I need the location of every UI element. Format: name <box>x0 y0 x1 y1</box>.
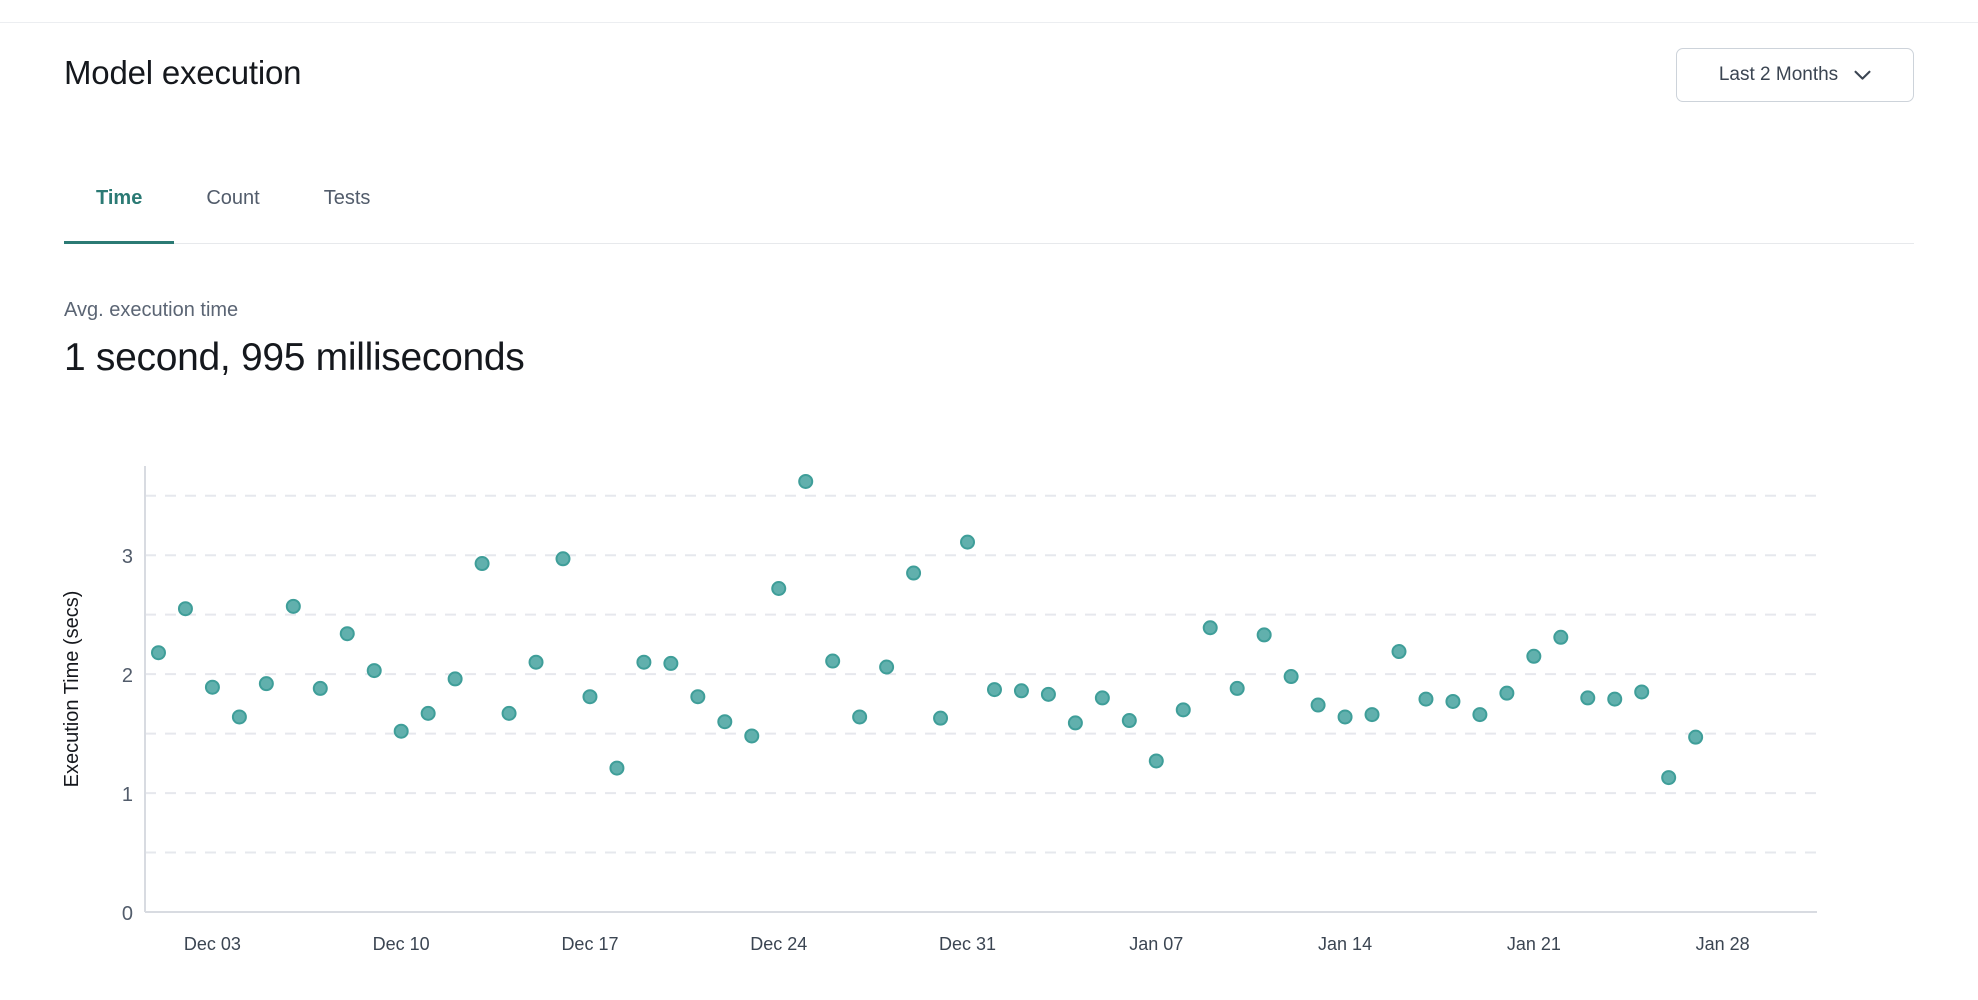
data-point <box>663 655 679 671</box>
data-point <box>1040 686 1056 702</box>
data-point <box>285 598 301 614</box>
date-range-select[interactable]: Last 2 Months <box>1676 48 1914 102</box>
data-point <box>528 654 544 670</box>
data-point <box>447 671 463 687</box>
data-point <box>609 760 625 776</box>
metric-value: 1 second, 995 milliseconds <box>64 336 525 379</box>
data-point <box>1256 627 1272 643</box>
metric-label: Avg. execution time <box>64 299 239 321</box>
data-point <box>1634 684 1650 700</box>
data-point <box>204 679 220 695</box>
data-point <box>771 581 787 597</box>
data-point <box>1364 707 1380 723</box>
data-point <box>1526 648 1542 664</box>
data-point <box>555 551 571 567</box>
data-point <box>717 714 733 730</box>
tab-count[interactable]: Count <box>174 186 291 243</box>
data-point <box>1445 693 1461 709</box>
data-point <box>150 645 166 661</box>
x-tick-label: Dec 24 <box>750 934 807 954</box>
y-tick-label: 2 <box>122 665 133 687</box>
y-tick-label: 0 <box>122 903 133 925</box>
data-point <box>986 682 1002 698</box>
data-point <box>258 676 274 692</box>
data-point <box>1229 680 1245 696</box>
data-point <box>852 709 868 725</box>
data-point <box>879 659 895 675</box>
data-point <box>177 601 193 617</box>
data-point <box>1310 697 1326 713</box>
tab-count-label: Count <box>206 187 260 209</box>
x-tick-label: Dec 10 <box>373 934 430 954</box>
data-point <box>1013 683 1029 699</box>
tab-bar: Time Count Tests <box>64 186 1914 244</box>
y-axis-title: Execution Time (secs) <box>61 591 83 788</box>
data-point <box>744 728 760 744</box>
data-point <box>825 653 841 669</box>
data-point <box>501 705 517 721</box>
data-point <box>798 473 814 489</box>
y-tick-label: 1 <box>122 784 133 806</box>
data-point <box>1175 702 1191 718</box>
date-range-label: Last 2 Months <box>1718 64 1839 85</box>
data-point <box>393 723 409 739</box>
data-point <box>933 710 949 726</box>
data-point <box>1607 691 1623 707</box>
data-point <box>1391 644 1407 660</box>
tab-tests[interactable]: Tests <box>292 186 403 243</box>
page-title: Model execution <box>64 54 302 91</box>
data-point <box>420 705 436 721</box>
x-tick-label: Jan 07 <box>1129 934 1183 954</box>
tab-tests-label: Tests <box>323 187 371 209</box>
data-point <box>231 709 247 725</box>
x-tick-label: Jan 21 <box>1507 934 1561 954</box>
data-point <box>1337 709 1353 725</box>
data-point <box>1499 685 1515 701</box>
data-point <box>312 680 328 696</box>
tab-time-label: Time <box>96 187 143 209</box>
data-point <box>582 689 598 705</box>
data-point <box>1553 629 1569 645</box>
chevron-down-icon <box>1854 70 1871 80</box>
data-point <box>960 534 976 550</box>
data-point <box>1472 707 1488 723</box>
x-tick-label: Jan 28 <box>1696 934 1750 954</box>
x-tick-label: Jan 14 <box>1318 934 1372 954</box>
top-divider <box>0 22 1978 23</box>
data-point <box>1283 669 1299 685</box>
data-point <box>636 654 652 670</box>
data-point <box>1067 715 1083 731</box>
x-tick-label: Dec 31 <box>939 934 996 954</box>
y-tick-label: 3 <box>122 546 133 568</box>
data-point <box>690 689 706 705</box>
data-point <box>366 663 382 679</box>
data-point <box>1094 690 1110 706</box>
data-point <box>474 556 490 572</box>
tab-time[interactable]: Time <box>64 186 175 244</box>
data-point <box>1580 690 1596 706</box>
data-point <box>1661 770 1677 786</box>
data-point <box>906 565 922 581</box>
data-point <box>1121 713 1137 729</box>
x-tick-label: Dec 17 <box>561 934 618 954</box>
data-point <box>1148 753 1164 769</box>
page-header: Model execution Last 2 Months <box>64 48 1914 118</box>
data-point <box>1688 729 1704 745</box>
x-tick-label: Dec 03 <box>184 934 241 954</box>
data-point <box>1202 620 1218 636</box>
metric-block: Avg. execution time 1 second, 995 millis… <box>64 299 525 379</box>
data-point <box>1418 691 1434 707</box>
data-point <box>339 626 355 642</box>
